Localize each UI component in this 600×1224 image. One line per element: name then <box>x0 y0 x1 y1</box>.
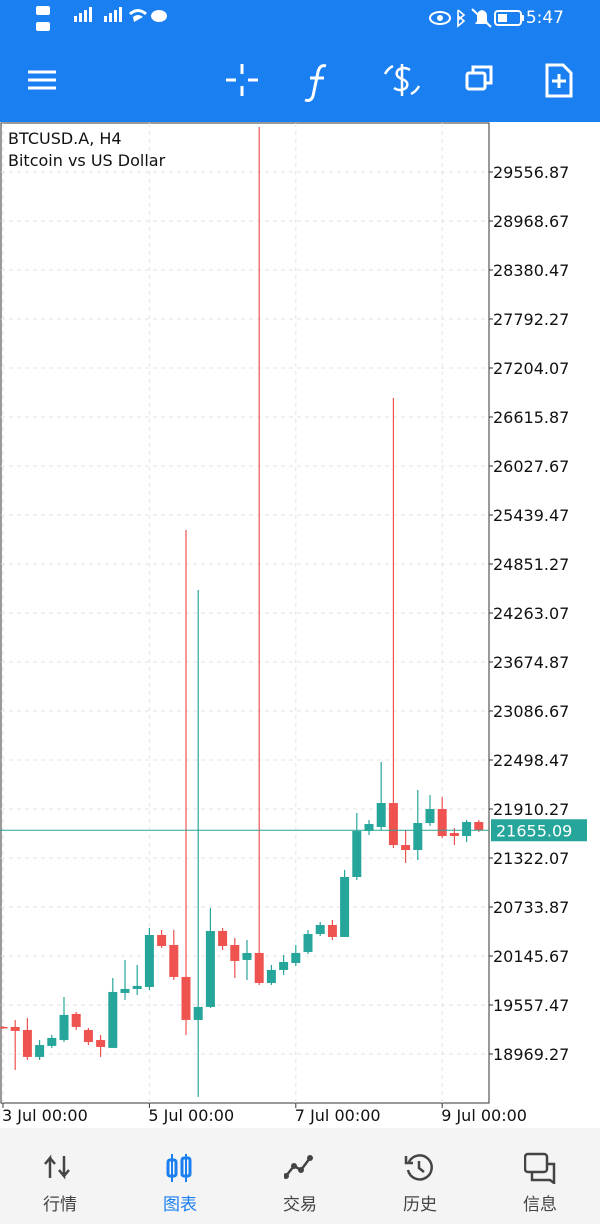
candle-body <box>315 924 325 934</box>
y-tick-label: 24263.07 <box>493 604 569 623</box>
candle-body <box>425 809 435 824</box>
candle-body <box>230 944 240 961</box>
top-bar: 5:47 <box>0 0 600 122</box>
y-tick-label: 20145.67 <box>493 947 569 966</box>
y-tick-label: 20733.87 <box>493 898 569 917</box>
candle-body <box>327 924 337 937</box>
candle-body <box>364 824 374 832</box>
nav-label: 图表 <box>163 1195 197 1215</box>
candle-body <box>47 1037 57 1046</box>
x-tick-label: 5 Jul 00:00 <box>148 1106 234 1125</box>
y-tick-label: 22498.47 <box>493 751 569 770</box>
x-tick-label: 3 Jul 00:00 <box>2 1106 88 1125</box>
candle-body <box>218 930 228 946</box>
candle-body <box>120 988 130 993</box>
candle-body <box>291 952 301 963</box>
candle-body <box>59 1014 69 1041</box>
nav-label: 历史 <box>403 1195 437 1215</box>
nav-icon <box>404 1154 433 1181</box>
y-tick-label: 23674.87 <box>493 653 569 672</box>
candle-body <box>254 952 264 983</box>
nav-label: 信息 <box>523 1195 557 1215</box>
candle-body <box>413 823 423 851</box>
candle-body <box>71 1013 81 1027</box>
candle-body <box>388 803 398 846</box>
nav-item[interactable]: 交易 <box>240 1128 360 1224</box>
candle-body <box>279 961 289 970</box>
candle-body <box>96 1040 106 1047</box>
toolbar-icons <box>28 6 573 102</box>
y-tick-label: 27204.07 <box>493 359 569 378</box>
candle-body <box>449 833 459 837</box>
candle-body <box>266 969 276 983</box>
y-tick-label: 26615.87 <box>493 408 569 427</box>
chart-description: Bitcoin vs US Dollar <box>8 151 166 170</box>
y-tick-label: 19557.47 <box>493 996 569 1015</box>
nav-item[interactable]: 信息 <box>480 1128 600 1224</box>
y-tick-label: 25439.47 <box>493 506 569 525</box>
candle-body <box>157 934 167 946</box>
candle-body <box>474 822 484 831</box>
candle-body <box>242 952 252 960</box>
y-tick-label: 28380.47 <box>493 261 569 280</box>
y-tick-label: 21322.07 <box>493 849 569 868</box>
candle-body <box>462 822 472 837</box>
nav-icon <box>166 1154 192 1182</box>
y-tick-label: 18969.27 <box>493 1045 569 1064</box>
last-price-box <box>491 819 587 842</box>
nav-icon <box>524 1152 556 1184</box>
candle-body <box>169 944 179 977</box>
x-tick-label: 7 Jul 00:00 <box>295 1106 381 1125</box>
y-tick-label: 26027.67 <box>493 457 569 476</box>
candle-body <box>376 803 386 828</box>
candle-body <box>352 831 362 877</box>
candle-body <box>401 845 411 851</box>
candle-body <box>22 1029 32 1057</box>
nav-icon <box>284 1155 313 1179</box>
nav-label: 交易 <box>283 1195 317 1215</box>
candle-body <box>0 1026 8 1029</box>
candle-body <box>340 876 350 937</box>
candle-body <box>193 1006 203 1020</box>
last-price-label: 21655.09 <box>496 821 572 840</box>
y-tick-label: 24851.27 <box>493 555 569 574</box>
status-time: 5:47 <box>525 8 564 28</box>
y-tick-label: 23086.67 <box>493 702 569 721</box>
candle-body <box>303 933 313 952</box>
candle-body <box>144 934 154 987</box>
nav-item[interactable]: 图表 <box>120 1128 240 1224</box>
toolbar-buttons <box>28 63 573 102</box>
candle-body <box>437 809 447 837</box>
x-tick-label: 9 Jul 00:00 <box>441 1106 527 1125</box>
candle-body <box>181 976 191 1020</box>
candle-body <box>205 930 215 1007</box>
chart: BTCUSD.A, H4 Bitcoin vs US Dollar 18969.… <box>0 122 587 1125</box>
candle-body <box>10 1026 20 1031</box>
bottom-nav: 行情 图表 交易 历史 信息 <box>0 1128 600 1224</box>
y-tick-label: 27792.27 <box>493 310 569 329</box>
chart-symbol: BTCUSD.A, H4 <box>8 129 122 148</box>
y-tick-label: 29556.87 <box>493 163 569 182</box>
y-tick-label: 28968.67 <box>493 212 569 231</box>
nav-label: 行情 <box>43 1195 77 1215</box>
y-tick-label: 21910.27 <box>493 800 569 819</box>
nav-icon <box>44 1154 70 1180</box>
candle-body <box>132 985 142 989</box>
candle-body <box>108 991 118 1048</box>
nav-item[interactable]: 行情 <box>0 1128 120 1224</box>
status-icons <box>36 6 524 31</box>
candle-body <box>35 1045 45 1057</box>
candle-body <box>83 1029 93 1043</box>
nav-item[interactable]: 历史 <box>360 1128 480 1224</box>
